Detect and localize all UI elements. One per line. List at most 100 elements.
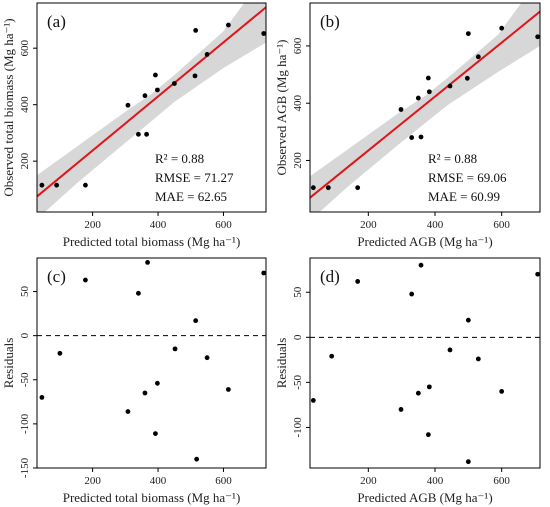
plot-frame: [36, 257, 267, 469]
data-point: [499, 25, 505, 31]
data-point: [465, 317, 471, 323]
data-point: [39, 395, 45, 400]
y-tick-label: 400: [19, 96, 31, 113]
plot-area: [310, 3, 540, 212]
data-point: [136, 290, 141, 296]
data-point: [83, 277, 88, 283]
y-tick-label: 0: [292, 334, 304, 340]
data-point: [355, 185, 361, 191]
x-tick-label: 200: [84, 475, 101, 487]
data-point: [415, 95, 421, 101]
data-point: [125, 409, 131, 414]
y-axis-label: Observed AGB (Mg ha⁻¹): [274, 39, 289, 175]
data-point: [426, 384, 432, 390]
panel-label: (b): [320, 12, 340, 31]
panel-label: (c): [47, 267, 66, 286]
plot-area: [310, 262, 540, 465]
data-point: [418, 262, 424, 268]
x-tick-label: 600: [215, 219, 232, 231]
panel-c: 200 400 600 -150 -100 -50 0 50 Predicted total b…: [1, 257, 267, 505]
data-point: [464, 75, 470, 81]
data-point: [225, 387, 231, 392]
confidence-band: [37, 3, 266, 212]
data-point: [172, 81, 177, 86]
plot-frame: [309, 257, 541, 469]
plot-area: [37, 3, 266, 212]
data-point: [465, 459, 471, 465]
data-point: [194, 456, 200, 462]
x-tick-label: 600: [493, 475, 510, 487]
data-point: [154, 87, 160, 93]
data-point: [425, 75, 431, 81]
y-axis-label: Residuals: [274, 338, 289, 389]
data-point: [39, 182, 45, 188]
y-tick-label: -50: [292, 375, 304, 390]
panel-d: 200 400 600 -100 -50 0 50 Predicted AGB (Mg ha⁻…: [274, 257, 541, 505]
data-point: [465, 31, 471, 37]
data-point: [261, 31, 266, 36]
data-point: [475, 54, 481, 60]
data-point: [83, 182, 88, 188]
data-point: [425, 432, 431, 438]
y-tick-label: 0: [19, 332, 31, 338]
x-tick-label: 200: [84, 219, 101, 231]
x-tick-label: 400: [150, 219, 167, 231]
y-tick-label: -100: [19, 413, 31, 434]
x-tick-label: 200: [360, 475, 377, 487]
x-tick-label: 600: [493, 219, 510, 231]
data-point: [54, 182, 60, 188]
data-point: [142, 390, 148, 396]
data-point: [261, 270, 266, 276]
data-point: [204, 52, 210, 57]
data-point: [535, 34, 540, 40]
x-axis-label: Predicted total biomass (Mg ha⁻¹): [63, 490, 241, 505]
panel-label: (d): [320, 267, 340, 286]
data-point: [499, 388, 505, 394]
data-point: [144, 131, 149, 137]
data-point: [193, 27, 199, 33]
data-point: [447, 83, 453, 89]
y-tick-label: -50: [19, 372, 31, 387]
data-point: [136, 131, 141, 137]
data-point: [192, 73, 198, 79]
regression-line: [37, 6, 266, 198]
data-point: [225, 22, 231, 28]
data-point: [125, 102, 131, 108]
data-point: [447, 347, 453, 353]
data-point: [329, 353, 335, 359]
data-point: [426, 89, 432, 95]
data-point: [172, 346, 178, 352]
data-point: [355, 279, 361, 284]
x-axis-label: Predicted AGB (Mg ha⁻¹): [357, 490, 492, 505]
y-tick-label: -100: [292, 417, 304, 438]
x-tick-label: 400: [427, 475, 444, 487]
confidence-band: [310, 3, 540, 212]
x-axis-label: Predicted total biomass (Mg ha⁻¹): [63, 234, 241, 249]
x-tick-label: 400: [427, 219, 444, 231]
y-tick-label: 600: [19, 39, 31, 56]
plot-area: [37, 260, 266, 462]
x-tick-label: 400: [150, 475, 167, 487]
data-point: [325, 185, 331, 191]
panel-a: 200 400 600 200 400 600 Predicted total biomas…: [1, 2, 267, 249]
data-point: [310, 398, 316, 403]
y-axis-label: Observed total biomass (Mg ha⁻¹): [1, 18, 16, 196]
stat-text: MAE = 62.65: [155, 189, 227, 204]
x-axis-label: Predicted AGB (Mg ha⁻¹): [357, 234, 492, 249]
x-tick-label: 200: [360, 219, 377, 231]
data-point: [57, 350, 63, 356]
y-tick-label: 400: [292, 94, 304, 111]
stat-text: RMSE = 71.27: [155, 170, 234, 185]
data-point: [193, 318, 199, 324]
plot-frame: [309, 2, 541, 213]
stat-text: R² = 0.88: [155, 151, 204, 166]
panel-label: (a): [47, 12, 66, 31]
regression-line: [310, 10, 540, 199]
data-point: [153, 72, 158, 78]
y-tick-label: 200: [19, 152, 31, 169]
data-point: [310, 185, 316, 191]
data-point: [154, 380, 160, 386]
data-point: [398, 407, 404, 412]
